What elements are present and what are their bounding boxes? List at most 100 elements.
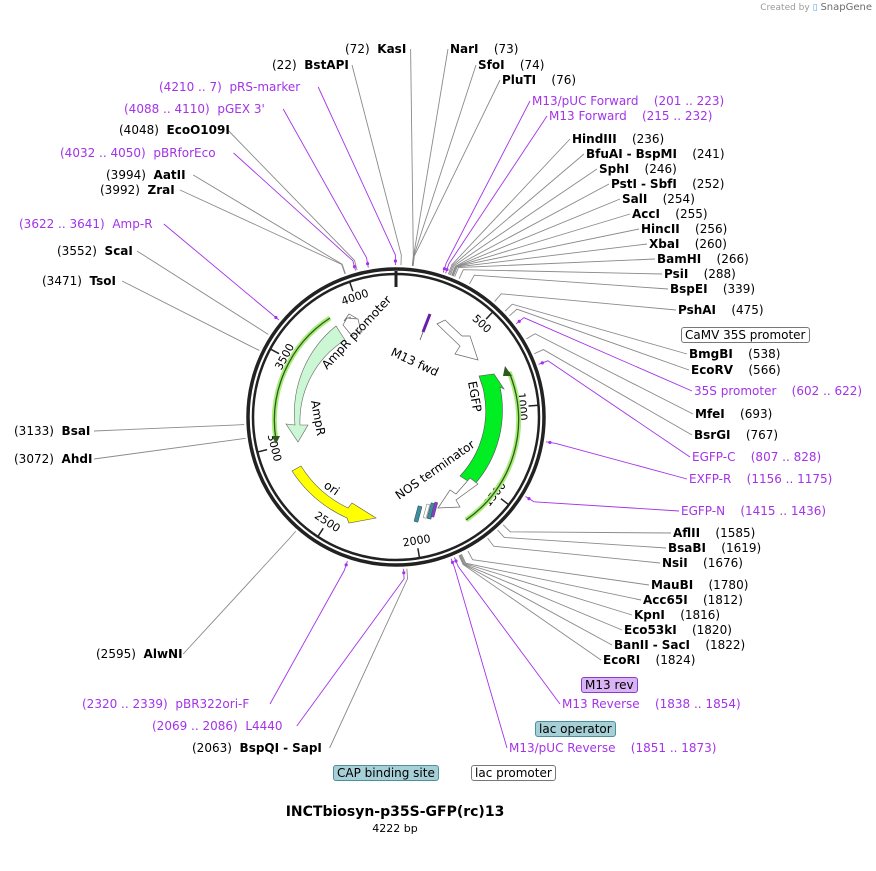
site-name: AatII (153, 168, 186, 182)
site-label-acci[interactable]: AccI (255) (632, 207, 708, 221)
spacer (687, 237, 695, 251)
spacer (634, 109, 642, 123)
site-name-secondary: SapI (292, 741, 322, 755)
site-label-hindiii[interactable]: HindIII (236) (572, 132, 664, 146)
site-label-sali[interactable]: SalI (254) (622, 192, 695, 206)
site-label-m13rev_primer[interactable]: M13 Reverse (1838 .. 1854) (562, 697, 741, 711)
site-name: HindIII (572, 132, 617, 146)
spacer (648, 653, 656, 667)
nos-terminator-feature[interactable] (437, 477, 479, 509)
site-position: (1838 .. 1854) (654, 697, 741, 711)
ampr-feature[interactable] (285, 325, 346, 443)
site-label-pluti[interactable]: PluTI (76) (502, 73, 576, 87)
site-label-sphi[interactable]: SphI (246) (599, 162, 677, 176)
site-label-p35s[interactable]: 35S promoter (602 .. 622) (694, 384, 862, 398)
site-label-aflii[interactable]: AflII (1585) (673, 526, 755, 540)
site-name: BsaBI (668, 541, 706, 555)
site-position: (693) (740, 407, 773, 421)
spacer (665, 608, 673, 622)
ori-feature[interactable] (291, 465, 377, 524)
site-label-ahdi[interactable]: (3072) AhdI (14, 452, 92, 466)
feature-box-lacprom[interactable]: lac promoter (471, 765, 556, 781)
site-label-ecorv[interactable]: EcoRV (566) (691, 363, 781, 377)
leader-line-ecorv (509, 308, 690, 371)
site-label-bspqi[interactable]: (2063) BspQI - SapI (192, 741, 322, 755)
site-position: (2069 .. 2086) (152, 719, 238, 733)
site-position: (1812) (702, 593, 743, 607)
site-label-bamhi[interactable]: BamHI (266) (657, 252, 749, 266)
site-label-prsmarker[interactable]: (4210 .. 7) pRS-marker (159, 80, 300, 94)
site-label-nsii[interactable]: NsiI (1676) (662, 556, 743, 570)
leader-line-bspqi (329, 568, 409, 749)
site-label-scai[interactable]: (3552) ScaI (57, 244, 133, 258)
site-label-bstapi[interactable]: (22) BstAPI (272, 58, 349, 72)
site-label-kpni[interactable]: KpnI (1816) (634, 608, 720, 622)
site-label-pbr322ori[interactable]: (2320 .. 2339) pBR322ori-F (82, 697, 249, 711)
site-position: (215 .. 232) (641, 109, 713, 123)
site-label-bsrgi[interactable]: BsrGI (767) (694, 428, 778, 442)
site-label-egfpn[interactable]: EGFP-N (1415 .. 1436) (681, 504, 826, 518)
site-label-ampr_primer[interactable]: (3622 .. 3641) Amp-R (19, 217, 153, 231)
site-position: (4048) (119, 123, 159, 137)
site-label-xbai[interactable]: XbaI (260) (649, 237, 727, 251)
site-label-bmgbi[interactable]: BmgBI (538) (689, 347, 780, 361)
site-name: SfoI (478, 58, 505, 72)
site-label-alwni[interactable]: (2595) AlwNI (96, 647, 183, 661)
site-position: (767) (745, 428, 779, 442)
site-label-pgex3[interactable]: (4088 .. 4110) pGEX 3' (124, 102, 265, 116)
scale-tick-mark (528, 404, 539, 407)
feature-box-camv35s[interactable]: CaMV 35S promoter (681, 327, 810, 343)
spacer (743, 450, 751, 464)
site-label-bsai[interactable]: (3133) BsaI (14, 424, 90, 438)
feature-box-lacop[interactable]: lac operator (535, 721, 616, 737)
site-label-sfoi[interactable]: SfoI (74) (478, 58, 545, 72)
site-label-maubi[interactable]: MauBI (1780) (651, 578, 748, 592)
site-label-zrai[interactable]: (3992) ZraI (100, 183, 175, 197)
site-label-psti[interactable]: PstI - SbfI (252) (611, 177, 724, 191)
site-label-acc65i[interactable]: Acc65I (1812) (643, 593, 743, 607)
site-label-bfuai[interactable]: BfuAI - BspMI (241) (586, 147, 725, 161)
site-label-kasi[interactable]: (72) KasI (345, 42, 406, 56)
site-position: (538) (748, 347, 781, 361)
site-label-nari[interactable]: NarI (73) (450, 42, 518, 56)
site-name: Acc65I (643, 593, 688, 607)
site-label-aatii[interactable]: (3994) AatII (106, 168, 186, 182)
camv35s-promoter-feature[interactable] (436, 319, 479, 361)
site-label-banii[interactable]: BanII - SacI (1822) (614, 638, 745, 652)
scale-tick-label: 4000 (340, 287, 371, 308)
site-label-exfpr[interactable]: EXFP-R (1156 .. 1175) (689, 472, 832, 486)
leader-line-m13puc_rev (450, 558, 508, 749)
site-label-ecoo109i[interactable]: (4048) EcoO109I (119, 123, 230, 137)
site-label-m13_fwd[interactable]: M13 Forward (215 .. 232) (549, 109, 712, 123)
site-position: (1822) (705, 638, 746, 652)
site-label-ecori[interactable]: EcoRI (1824) (603, 653, 695, 667)
site-label-pshai[interactable]: PshAI (475) (678, 303, 764, 317)
scale-tick-mark (317, 527, 324, 538)
leader-line-nsii (487, 537, 661, 564)
spacer (140, 183, 148, 197)
site-name: BamHI (657, 252, 702, 266)
feature-box-m13rev[interactable]: M13 rev (581, 677, 638, 693)
feature-box-capsite[interactable]: CAP binding site (333, 765, 439, 781)
site-position: (1619) (721, 541, 762, 555)
m13-fwd-primer-glyph (421, 313, 432, 333)
site-label-mfei[interactable]: MfeI (693) (695, 407, 772, 421)
site-label-pbrforeco[interactable]: (4032 .. 4050) pBRforEco (60, 146, 216, 160)
site-label-bsabi[interactable]: BsaBI (1619) (668, 541, 761, 555)
site-label-psii[interactable]: PsiI (288) (664, 267, 736, 281)
site-label-m13puc_fwd[interactable]: M13/pUC Forward (201 .. 223) (532, 94, 724, 108)
site-name: AlwNI (143, 647, 183, 661)
leader-line-pbr322ori (269, 560, 348, 705)
site-label-eco53ki[interactable]: Eco53kI (1820) (624, 623, 732, 637)
site-label-bspei[interactable]: BspEI (339) (670, 282, 755, 296)
site-label-egfpc[interactable]: EGFP-C (807 .. 828) (692, 450, 821, 464)
site-label-m13puc_rev[interactable]: M13/pUC Reverse (1851 .. 1873) (509, 741, 716, 755)
site-label-l4440[interactable]: (2069 .. 2086) L4440 (152, 719, 283, 733)
site-name-secondary: SbfI (649, 177, 677, 191)
primer-site-marker-icon (527, 497, 531, 501)
site-label-hincii[interactable]: HincII (256) (641, 222, 727, 236)
egfp-coverage-arrowhead (503, 366, 512, 376)
leader-line-acc65i (461, 554, 642, 601)
site-label-tsoi[interactable]: (3471) TsoI (42, 274, 116, 288)
site-name-separator: - (640, 177, 646, 191)
